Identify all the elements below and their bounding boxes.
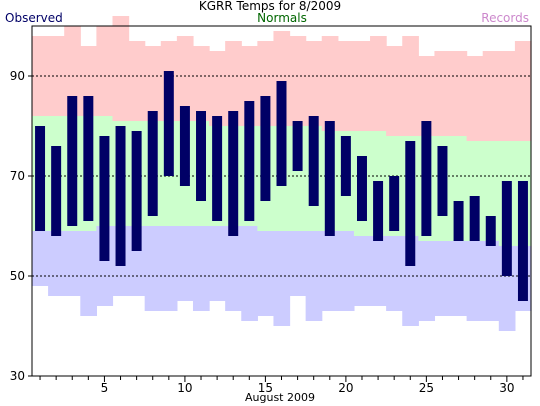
- chart-title: KGRR Temps for 8/2009: [198, 0, 342, 13]
- below-normal-band: [225, 226, 242, 311]
- x-axis-label: August 2009: [245, 391, 315, 404]
- observed-bar: [308, 116, 319, 206]
- observed-bar: [340, 136, 351, 196]
- observed-bar: [501, 181, 512, 276]
- observed-bar: [324, 121, 335, 236]
- observed-bar: [453, 201, 464, 241]
- x-tick-label: 30: [499, 381, 514, 395]
- observed-bar: [147, 111, 158, 216]
- legend-observed: Observed: [5, 11, 63, 25]
- record-band: [305, 41, 323, 126]
- below-normal-band: [386, 236, 403, 311]
- x-tick-label: 15: [258, 381, 273, 395]
- record-band: [337, 41, 355, 131]
- below-normal-band: [289, 231, 307, 296]
- observed-bar: [99, 136, 110, 261]
- observed-bar: [437, 146, 448, 216]
- record-band: [418, 56, 436, 136]
- x-tick-label: 5: [101, 381, 109, 395]
- record-band: [225, 41, 242, 126]
- x-tick-label: 20: [338, 381, 353, 395]
- observed-bar: [389, 176, 400, 231]
- observed-bar: [405, 141, 416, 266]
- observed-bar: [469, 196, 480, 241]
- below-normal-band: [450, 241, 468, 316]
- below-normal-band: [273, 231, 291, 326]
- below-normal-band: [337, 231, 355, 311]
- below-normal-band: [257, 231, 275, 316]
- below-normal-band: [48, 231, 65, 296]
- observed-bar: [196, 111, 207, 201]
- record-band: [176, 36, 194, 121]
- record-band: [353, 41, 371, 131]
- observed-bar: [51, 146, 62, 236]
- below-normal-band: [466, 241, 484, 321]
- below-normal-band: [176, 226, 194, 301]
- below-normal-band: [209, 226, 226, 301]
- below-normal-band: [434, 241, 452, 316]
- record-band: [498, 51, 516, 141]
- observed-bar: [276, 81, 287, 186]
- x-tick-label: 25: [419, 381, 434, 395]
- observed-bar: [485, 216, 496, 246]
- record-band: [144, 46, 162, 121]
- record-band: [209, 51, 226, 126]
- below-normal-band: [144, 226, 162, 311]
- y-tick-label: 90: [10, 69, 25, 83]
- observed-bar: [356, 156, 367, 221]
- observed-bar: [292, 121, 303, 171]
- observed-bar: [373, 181, 384, 241]
- below-normal-band: [160, 226, 178, 311]
- below-normal-band: [192, 226, 210, 311]
- observed-bar: [67, 96, 78, 226]
- record-band: [96, 26, 114, 116]
- below-normal-band: [482, 241, 500, 321]
- observed-bar: [35, 126, 46, 231]
- record-band: [466, 56, 484, 141]
- observed-bar: [131, 131, 142, 251]
- y-tick-label: 30: [10, 369, 25, 383]
- observed-bar: [83, 96, 94, 221]
- record-band: [112, 16, 130, 121]
- below-normal-band: [353, 236, 371, 306]
- x-tick-label: 10: [177, 381, 192, 395]
- record-band: [370, 36, 387, 131]
- legend-normals: Normals: [257, 11, 307, 25]
- below-normal-band: [418, 241, 436, 321]
- record-band: [289, 36, 307, 126]
- observed-bar: [260, 96, 271, 201]
- y-tick-label: 70: [10, 169, 25, 183]
- record-band: [386, 46, 403, 136]
- observed-bar: [115, 126, 126, 266]
- below-normal-band: [64, 231, 81, 296]
- record-band: [402, 36, 419, 136]
- below-normal-band: [321, 231, 339, 311]
- record-band: [514, 41, 532, 141]
- record-band: [450, 51, 468, 136]
- observed-bar: [179, 106, 190, 186]
- observed-bar: [228, 111, 239, 236]
- record-band: [128, 41, 146, 121]
- y-tick-label: 50: [10, 269, 25, 283]
- record-band: [64, 26, 81, 116]
- below-normal-band: [80, 231, 97, 316]
- observed-bar: [421, 121, 432, 236]
- record-band: [321, 36, 339, 131]
- record-band: [192, 46, 210, 121]
- observed-bar: [163, 71, 174, 176]
- record-band: [482, 51, 500, 141]
- below-normal-band: [241, 226, 258, 321]
- below-normal-band: [370, 236, 387, 306]
- observed-bar: [212, 116, 223, 221]
- record-band: [434, 51, 452, 136]
- observed-bar: [244, 101, 255, 221]
- observed-bar: [517, 181, 528, 301]
- below-normal-band: [32, 231, 49, 286]
- legend-records: Records: [481, 11, 529, 25]
